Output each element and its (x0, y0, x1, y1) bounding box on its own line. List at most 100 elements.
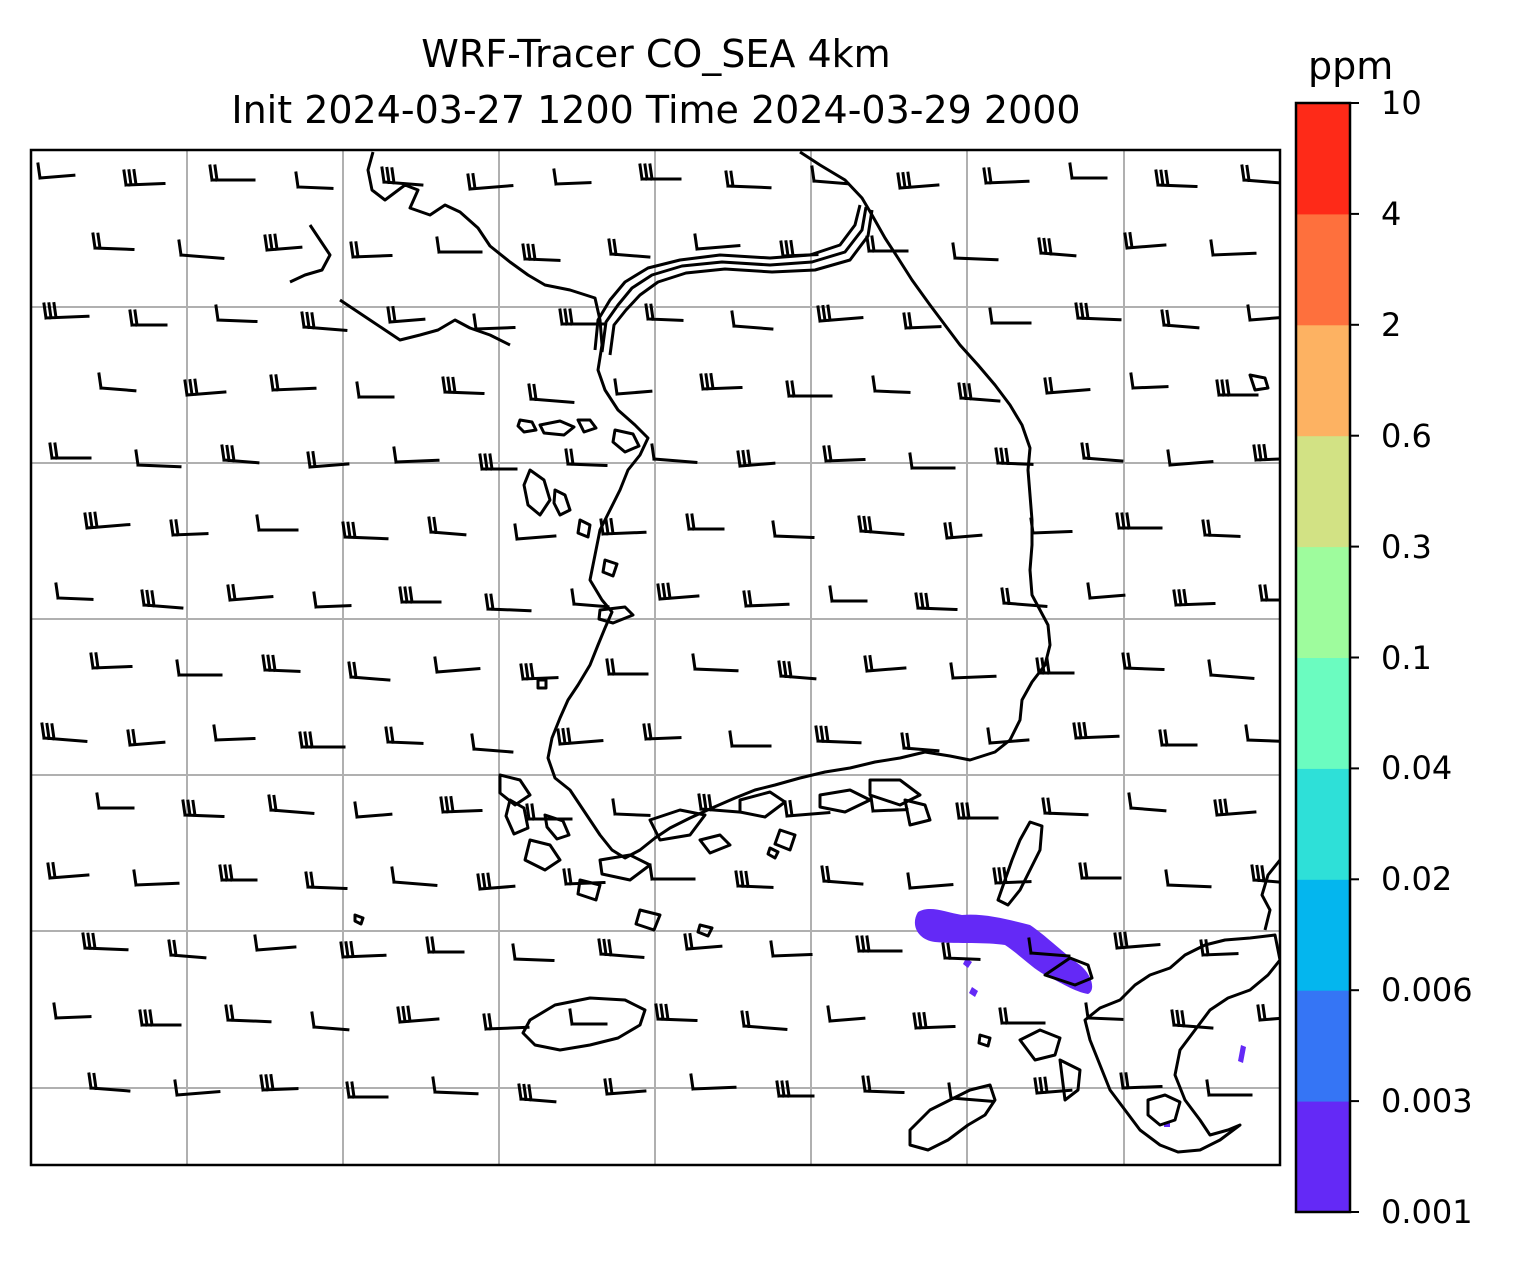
wind-barb (427, 516, 467, 537)
wind-barb (140, 589, 184, 610)
colorbar-unit-label: ppm (1308, 44, 1394, 88)
colorbar-tick-label: 0.001 (1381, 1193, 1473, 1231)
wind-barb (81, 932, 129, 952)
wind-barb (769, 940, 813, 958)
wind-barb (1029, 517, 1073, 535)
wind-barb (300, 311, 348, 333)
wind-barb (642, 723, 682, 741)
wind-barb (431, 1076, 479, 1096)
wind-barb (1041, 797, 1089, 817)
wind-barb (644, 303, 684, 322)
coastlines (289, 150, 1280, 1154)
wind-barb (697, 793, 741, 814)
wind-barb (396, 1005, 440, 1024)
wind-barb (1201, 519, 1241, 538)
wind-barb (556, 727, 604, 746)
wind-barb (1000, 587, 1048, 609)
wind-barb (482, 1013, 530, 1031)
wind-barb (1209, 239, 1257, 257)
wind-barb (908, 452, 956, 470)
colorbar-tick-label: 2 (1381, 305, 1402, 344)
wind-barb (472, 313, 516, 331)
wind-barb (871, 375, 911, 394)
wind-barb (734, 870, 774, 889)
wind-barb (42, 301, 90, 320)
colorbar-tick-label: 0.02 (1381, 860, 1453, 899)
wind-barb (48, 442, 92, 460)
wind-barb (380, 166, 424, 187)
wind-barb (259, 1073, 299, 1092)
colorbar-segment (1296, 546, 1350, 658)
wind-barb (89, 652, 133, 670)
wind-barb (730, 310, 774, 331)
wind-barb (261, 654, 301, 673)
wind-barb (822, 445, 866, 463)
wind-barb (122, 168, 166, 187)
wind-barb (1037, 237, 1077, 258)
wind-barb (97, 372, 137, 393)
wind-barb (349, 241, 393, 259)
wind-barb (900, 732, 940, 753)
wind-barb (863, 654, 907, 673)
wind-barb (478, 453, 518, 471)
wind-barb (597, 938, 645, 960)
wind-barb (949, 662, 997, 680)
wind-barb (46, 861, 90, 880)
wind-barb (177, 239, 225, 261)
wind-barb (441, 376, 485, 396)
wind-barb (138, 1009, 182, 1027)
wind-barb (689, 1073, 737, 1091)
wind-barb (527, 383, 575, 405)
wind-barb (83, 511, 131, 530)
wind-barb (132, 869, 180, 887)
wind-barb (941, 942, 981, 961)
colorbar-segment (1296, 213, 1350, 326)
wind-barb (1068, 162, 1108, 180)
wind-barb (253, 934, 297, 952)
wind-barb (267, 794, 315, 816)
wind-barb (742, 590, 790, 608)
wind-barb (896, 171, 940, 190)
wind-barb (992, 866, 1032, 885)
wind-barb (521, 243, 561, 262)
colorbar-segment (1296, 103, 1350, 215)
wind-barb (263, 233, 303, 252)
wind-barb (1166, 449, 1214, 467)
wind-barb (736, 449, 776, 468)
wind-barb (613, 378, 653, 396)
wind-barb (552, 168, 592, 186)
wind-barb (466, 172, 514, 191)
wind-barb (439, 795, 483, 814)
wind-barb (511, 943, 555, 963)
wind-barb (1256, 1003, 1280, 1022)
colorbar-segment (1296, 435, 1350, 548)
wind-barb (1035, 657, 1075, 675)
wind-barb (353, 801, 393, 819)
wind-barb (785, 380, 833, 398)
colorbar-segment (1296, 657, 1350, 769)
wind-barb (484, 593, 532, 613)
wind-barb (869, 795, 909, 813)
colorbar-tick-label: 0.04 (1381, 749, 1453, 788)
wind-barb (861, 1075, 905, 1095)
wind-barb (685, 513, 725, 531)
wind-barb (699, 372, 743, 391)
wind-barb (656, 582, 700, 601)
wind-barb (214, 304, 258, 324)
wind-barb (392, 446, 440, 464)
wind-barb (52, 1002, 92, 1020)
wind-barb (570, 588, 610, 609)
wind-barb (693, 233, 741, 251)
colorbar-segment (1296, 990, 1350, 1102)
wind-barb (650, 443, 698, 465)
colorbar-tick-label: 4 (1381, 194, 1402, 233)
colorbar-tick-label: 10 (1381, 84, 1422, 122)
wind-barb (384, 726, 424, 745)
wind-barb (982, 167, 1030, 185)
wind-barb (1078, 862, 1122, 880)
wind-barb (470, 733, 514, 754)
wind-barb (906, 872, 954, 890)
wind-barb (181, 799, 225, 819)
wind-barb (1160, 309, 1200, 330)
wind-barb (740, 1010, 788, 1032)
